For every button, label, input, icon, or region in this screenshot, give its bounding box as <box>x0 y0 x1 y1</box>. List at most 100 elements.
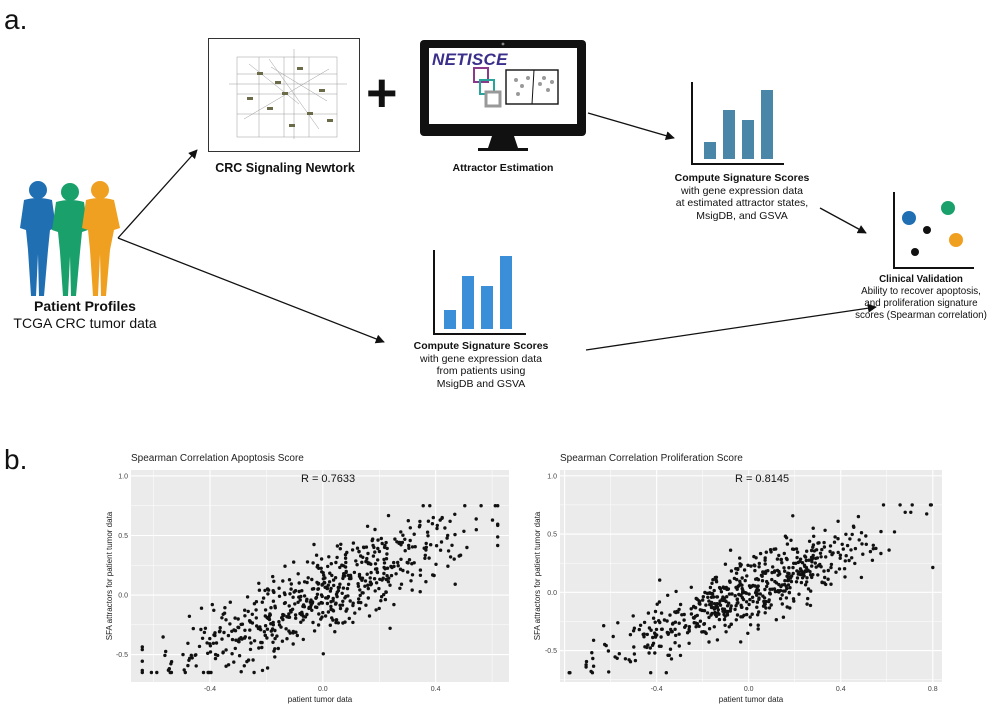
scatter-point <box>859 575 864 580</box>
scatter-point <box>713 575 717 580</box>
scatter-point <box>298 598 302 602</box>
scatter-point <box>691 616 696 620</box>
scatter-point <box>849 548 853 552</box>
scatter-point <box>736 567 740 571</box>
scatter-point <box>285 615 289 619</box>
scatter-point <box>653 620 657 624</box>
scatter-point <box>302 580 307 584</box>
scatter-point <box>811 526 815 530</box>
scatter-point <box>632 626 637 630</box>
scatter-point <box>695 597 699 601</box>
scatter-point <box>714 578 718 582</box>
scatter-point <box>611 634 615 639</box>
scatter-point <box>694 625 698 629</box>
scatter-point <box>805 602 809 606</box>
scatter-point <box>802 574 806 578</box>
scatter-point <box>374 581 379 585</box>
scatter-point <box>263 608 268 612</box>
clinical-dot-black-1 <box>923 226 931 234</box>
scatter-point <box>590 651 594 655</box>
scatter-point <box>650 643 655 647</box>
network-label: CRC Signaling Newtork <box>215 161 355 175</box>
scatter-point <box>603 642 607 647</box>
scatter-point <box>641 632 645 637</box>
scatter-point <box>200 636 205 640</box>
scatter-point <box>763 611 767 615</box>
scatter-point <box>646 611 651 615</box>
scatter-point <box>493 504 497 508</box>
scatter-point <box>782 566 786 570</box>
scatter-point <box>273 655 277 659</box>
scatter-point <box>346 573 351 578</box>
scatter-point <box>749 564 753 568</box>
scatter-point <box>373 562 378 566</box>
scatter-point <box>348 599 352 603</box>
scatter-point <box>702 622 707 626</box>
scatter-point <box>164 649 168 654</box>
scatter-point <box>657 619 661 623</box>
scatter-point <box>791 514 795 518</box>
scatter-point <box>756 623 760 627</box>
scatter-point <box>385 574 389 578</box>
scatter-point <box>782 551 786 556</box>
scatter-point <box>727 625 731 629</box>
scatter-point <box>320 583 324 587</box>
plot2-panel <box>560 470 942 682</box>
scatter-point <box>341 576 345 581</box>
scatter-point <box>265 636 269 640</box>
scatter-point <box>247 619 252 623</box>
scatter-point <box>280 639 285 643</box>
scatter-point <box>201 670 206 675</box>
scatter-point <box>659 627 664 631</box>
scatter-point <box>331 608 335 612</box>
scatter-point <box>771 565 775 569</box>
scatter-point <box>338 565 342 570</box>
scatter-point <box>294 616 298 620</box>
scatter-point <box>707 599 711 603</box>
scatter-point <box>783 569 787 573</box>
scatter-point <box>189 653 193 657</box>
scatter-point <box>567 671 571 675</box>
scatter-point <box>319 566 323 570</box>
scatter-point <box>272 579 276 583</box>
scatter-point <box>724 630 728 634</box>
scatter-point <box>340 603 345 607</box>
scatter-point <box>879 551 883 556</box>
scatter-point <box>633 658 638 663</box>
scatter-point <box>773 579 777 584</box>
x-tick-label: 0.4 <box>431 686 441 693</box>
scatter-point <box>653 609 658 614</box>
plot2-y-ticks: 1.0 0.5 0.0 -0.5 <box>545 473 557 655</box>
scatter-point <box>352 570 357 575</box>
scatter-point <box>168 670 172 675</box>
scatter-point <box>704 631 708 636</box>
scatter-point <box>167 667 171 671</box>
scatter-point <box>384 540 388 545</box>
scatter-point <box>306 576 310 580</box>
scatter-point <box>463 504 467 508</box>
plot1-r-label: R = 0.7633 <box>301 473 355 485</box>
scatter-point <box>838 553 843 557</box>
scatter-point <box>299 594 303 599</box>
scatter-point <box>828 544 833 548</box>
scatter-point <box>698 619 703 623</box>
scatter-point <box>327 580 332 584</box>
scatter-point <box>357 572 362 577</box>
scatter-point <box>756 613 760 617</box>
scatter-point <box>282 591 287 595</box>
scatter-point <box>395 540 399 544</box>
scatter-point <box>226 633 231 638</box>
scatter-point <box>783 534 788 538</box>
scatter-point <box>791 597 796 601</box>
scatter-point <box>607 670 611 674</box>
scatter-point <box>346 582 351 586</box>
scatter-point <box>188 656 192 660</box>
scatter-point <box>226 663 231 667</box>
scatter-point <box>222 630 226 635</box>
scatter-point <box>340 591 344 595</box>
scatter-point <box>852 525 856 529</box>
scatter-point <box>810 564 814 568</box>
scatter-point <box>820 580 824 585</box>
scatter-point <box>366 596 370 600</box>
scatter-point <box>769 603 773 607</box>
